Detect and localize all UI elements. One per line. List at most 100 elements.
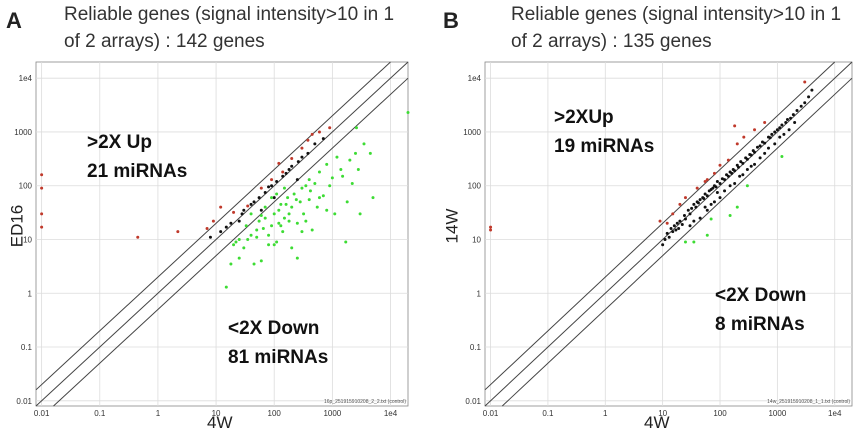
data-point-down	[252, 262, 256, 266]
data-point-unchanged	[799, 104, 803, 108]
data-point-unchanged	[714, 185, 718, 189]
data-point-down	[348, 158, 352, 162]
data-point-unchanged	[780, 123, 784, 127]
data-point-unchanged	[229, 221, 233, 225]
y-tick-label: 1000	[463, 128, 481, 137]
data-point-down	[249, 233, 253, 237]
data-point-unchanged	[741, 161, 745, 165]
data-point-up	[281, 170, 285, 174]
data-point-down	[406, 111, 410, 115]
data-point-unchanged	[669, 227, 673, 231]
data-point-unchanged	[694, 205, 698, 209]
data-point-unchanged	[703, 192, 707, 196]
data-point-unchanged	[703, 205, 707, 209]
data-point-unchanged	[726, 174, 730, 178]
data-point-down	[780, 154, 784, 158]
data-point-down	[315, 205, 319, 209]
data-point-down	[345, 200, 349, 204]
data-point-down	[295, 221, 299, 225]
data-point-unchanged	[692, 202, 696, 206]
data-point-up	[735, 142, 739, 146]
scatter-plot-b: 0.010.01 0.1 0.1 1 1 10 10 100 100 1000 1000 1e4 1e4…	[463, 61, 853, 418]
data-point-down	[261, 227, 265, 231]
data-point-up	[40, 225, 44, 229]
fold-change-line	[35, 61, 391, 391]
data-point-unchanged	[789, 116, 793, 120]
data-point-unchanged	[758, 144, 762, 148]
data-point-unchanged	[237, 219, 241, 223]
data-point-unchanged	[270, 184, 274, 188]
data-point-down	[290, 205, 294, 209]
data-point-unchanged	[782, 132, 786, 136]
x-tick-label: 10	[212, 409, 221, 418]
data-point-down	[272, 212, 276, 216]
chart-subtitle: Reliable genes (signal intensity>10 in 1…	[64, 1, 424, 55]
data-point-up	[270, 178, 274, 182]
data-point-unchanged	[778, 135, 782, 139]
annotation-up: >2X Up 21 miRNAs	[87, 128, 187, 186]
data-point-down	[229, 262, 233, 266]
data-point-up	[665, 221, 669, 225]
data-point-down	[304, 184, 308, 188]
data-point-unchanged	[709, 202, 713, 206]
data-point-up	[310, 132, 314, 136]
data-point-up	[671, 212, 675, 216]
data-point-up	[246, 204, 250, 208]
x-tick-label: 100	[268, 409, 282, 418]
data-point-down	[224, 285, 228, 289]
data-point-down	[302, 212, 306, 216]
data-point-up	[136, 235, 140, 239]
data-point-unchanged	[671, 230, 675, 234]
x-tick-label: 10	[658, 409, 667, 418]
data-point-down	[284, 202, 288, 206]
data-point-down	[368, 151, 372, 155]
data-point-up	[40, 186, 44, 190]
data-point-down	[237, 237, 241, 241]
data-point-unchanged	[773, 142, 777, 146]
data-point-unchanged	[208, 235, 212, 239]
data-point-up	[733, 124, 737, 128]
data-point-unchanged	[793, 120, 797, 124]
data-point-unchanged	[733, 181, 737, 185]
data-point-down	[298, 200, 302, 204]
data-point-unchanged	[272, 196, 276, 200]
y-tick-label: 10	[23, 235, 32, 244]
data-point-unchanged	[682, 213, 686, 217]
data-point-unchanged	[770, 132, 774, 136]
data-point-down	[308, 189, 312, 193]
x-tick-label: 0.01	[483, 409, 499, 418]
data-point-up	[317, 130, 321, 134]
x-tick-label: 100	[713, 409, 727, 418]
x-axis-label: 4W	[644, 413, 670, 432]
y-axis-label: 14W	[442, 208, 462, 244]
data-point-down	[335, 155, 339, 159]
data-point-down	[683, 240, 687, 244]
data-point-unchanged	[715, 190, 719, 194]
x-tick-label: 0.01	[34, 409, 50, 418]
data-point-down	[330, 176, 334, 180]
data-point-down	[281, 230, 285, 234]
data-point-unchanged	[224, 225, 228, 229]
data-point-unchanged	[705, 208, 709, 212]
data-point-unchanged	[711, 186, 715, 190]
data-point-down	[745, 184, 749, 188]
data-point-down	[263, 216, 267, 220]
data-point-unchanged	[730, 171, 734, 175]
data-point-unchanged	[803, 101, 807, 105]
data-point-unchanged	[284, 171, 288, 175]
data-point-down	[350, 181, 354, 185]
data-point-unchanged	[749, 164, 753, 168]
data-point-unchanged	[698, 198, 702, 202]
data-point-unchanged	[736, 165, 740, 169]
data-point-down	[328, 184, 332, 188]
data-point-unchanged	[763, 141, 767, 145]
y-tick-label: 100	[19, 182, 33, 191]
data-point-up	[211, 219, 215, 223]
data-point-down	[237, 256, 241, 260]
data-point-up	[683, 196, 687, 200]
panel-a: 0.01 0.01 0.1 0.1 1 1 10 10 100 100 1000 1000 1e4 1e4…	[0, 0, 430, 435]
annotation-down-label: <2X Down	[228, 318, 320, 339]
x-tick-label: 0.1	[94, 409, 106, 418]
data-point-unchanged	[785, 118, 789, 122]
data-point-unchanged	[672, 224, 676, 228]
